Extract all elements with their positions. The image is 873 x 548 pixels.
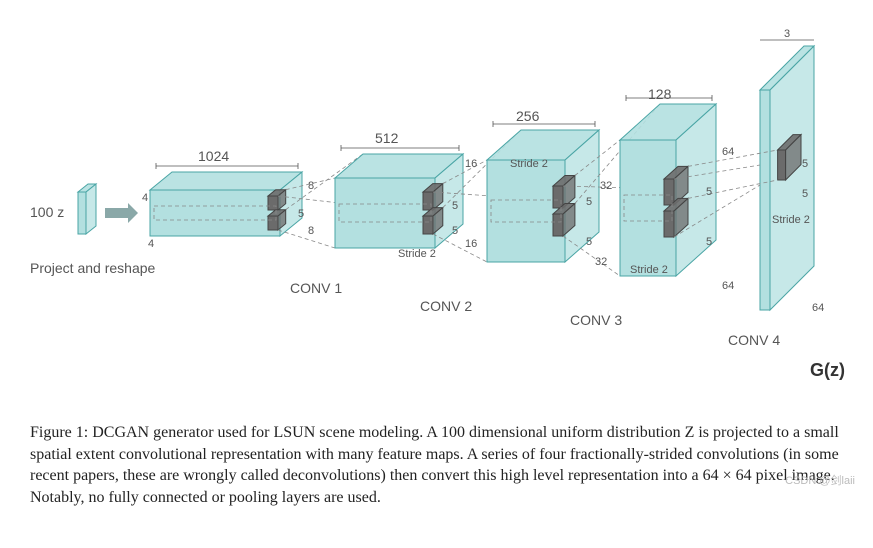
block2-ks2: 5 [452,225,458,237]
block2-k1: 16 [465,158,477,170]
block4-depth: 128 [648,86,671,102]
watermark: CSDN @剑laii [785,472,855,488]
output-h: 64 [812,302,824,314]
block4-stride: Stride 2 [630,264,668,276]
block3-ks2: 5 [586,236,592,248]
block4-k2: 64 [722,280,734,292]
block1-k1: 8 [308,180,314,192]
figure-caption: Figure 1: DCGAN generator used for LSUN … [30,422,840,508]
block3-depth: 256 [516,108,539,124]
block4-ks2: 5 [706,236,712,248]
block3-k2: 32 [595,256,607,268]
conv1-label: CONV 1 [290,280,342,296]
gz-label: G(z) [810,360,845,381]
block2-depth: 512 [375,130,398,146]
block3-stride: Stride 2 [510,158,548,170]
output-stride: Stride 2 [772,214,810,226]
block1-depth: 1024 [198,148,229,164]
block1-w: 4 [148,238,154,250]
block3-k1: 32 [600,180,612,192]
block2-stride: Stride 2 [398,248,436,260]
block3-ks: 5 [586,196,592,208]
block2-ks: 5 [452,200,458,212]
project-reshape-label: Project and reshape [30,260,155,276]
block1-k2: 8 [308,225,314,237]
conv2-label: CONV 2 [420,298,472,314]
block2-k2: 16 [465,238,477,250]
block1-ks: 5 [298,208,304,220]
block1-h: 4 [142,192,148,204]
conv4-label: CONV 4 [728,332,780,348]
output-channels: 3 [784,28,790,40]
input-z-label: 100 z [30,204,64,220]
output-ks2: 5 [802,188,808,200]
block4-k1: 64 [722,146,734,158]
conv3-label: CONV 3 [570,312,622,328]
output-ks: 5 [802,158,808,170]
block4-ks: 5 [706,186,712,198]
dcgan-diagram [0,0,873,380]
